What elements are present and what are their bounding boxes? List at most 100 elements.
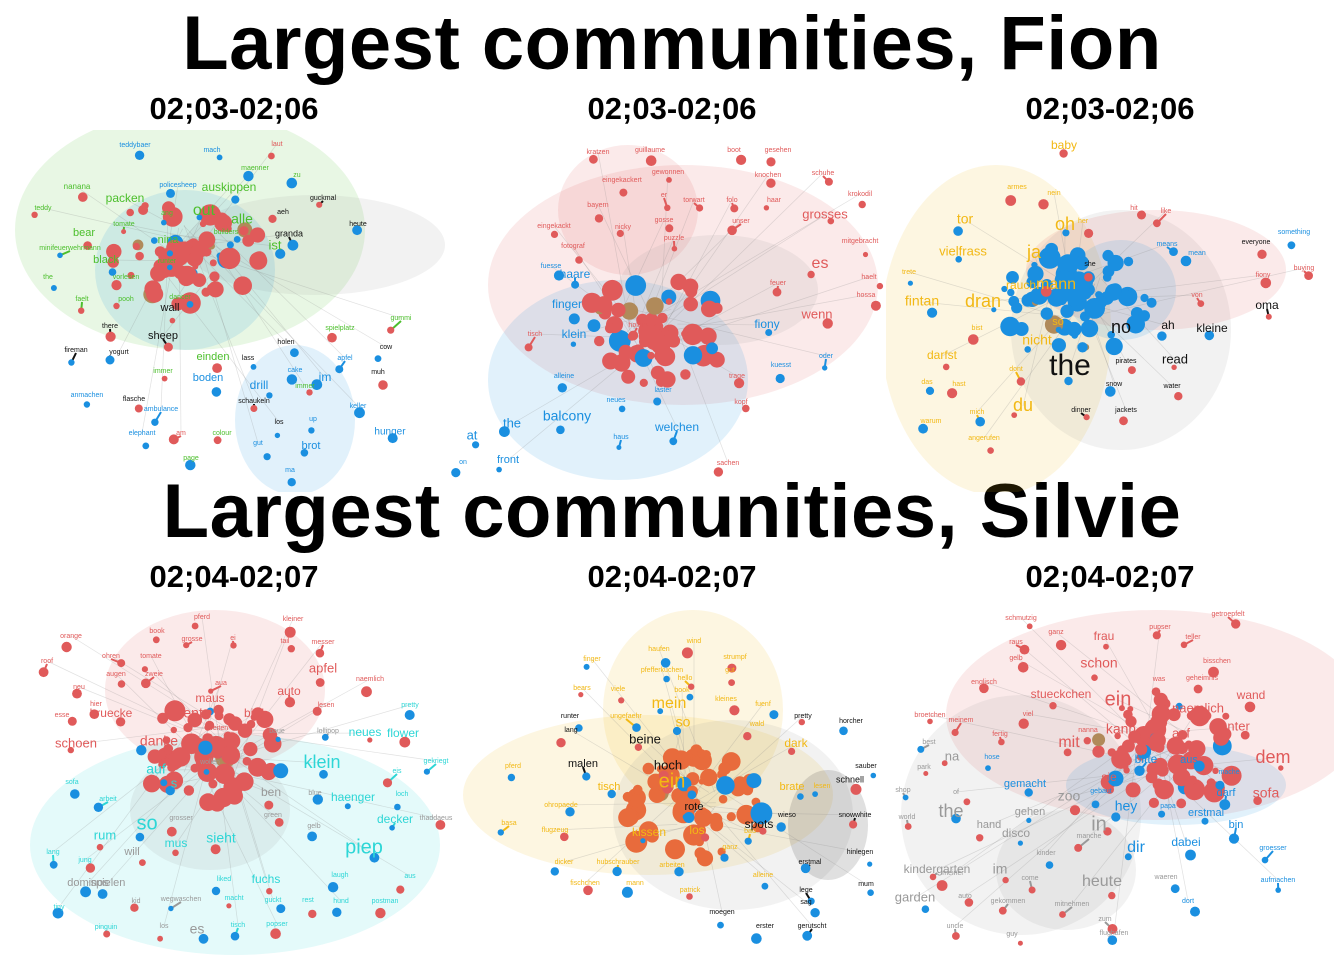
- node: [198, 231, 216, 249]
- node: [618, 405, 626, 413]
- node: [1166, 736, 1185, 755]
- node-label: rum: [94, 827, 116, 842]
- node: [656, 765, 664, 773]
- edge: [713, 786, 867, 885]
- node-label: read: [1162, 351, 1188, 366]
- node: [604, 323, 616, 334]
- node: [134, 404, 143, 413]
- node: [736, 154, 747, 165]
- node-label: her: [1078, 218, 1089, 225]
- labels: guillaume boot gesehen kratzen gewonnen knoch…: [459, 147, 878, 467]
- node-label: hinlegen: [847, 849, 874, 856]
- node: [1278, 765, 1284, 771]
- node-label: pooh: [118, 296, 134, 303]
- node-label: thaddaeus: [420, 815, 453, 822]
- node: [812, 791, 818, 797]
- node-label: postman: [372, 898, 399, 905]
- node: [369, 852, 380, 863]
- node-label: moegen: [709, 909, 734, 916]
- node-label: neu: [73, 684, 85, 691]
- node: [942, 363, 950, 371]
- node-label: out: [193, 202, 216, 219]
- node: [1167, 708, 1181, 722]
- node: [158, 760, 167, 769]
- edge: [693, 811, 856, 816]
- node-label: schmutzig: [1005, 615, 1037, 622]
- edge: [189, 725, 437, 762]
- node: [451, 468, 461, 478]
- node-label: haus: [613, 434, 629, 441]
- node: [162, 736, 171, 744]
- node: [602, 352, 620, 370]
- node-label: schnell: [836, 774, 864, 784]
- node-label: hubschrauber: [597, 859, 640, 866]
- node: [876, 282, 884, 290]
- node: [499, 426, 510, 437]
- node: [89, 709, 100, 719]
- node: [661, 289, 677, 305]
- node-label: dinner: [1071, 407, 1091, 414]
- node: [1138, 310, 1150, 322]
- node: [183, 785, 195, 796]
- node-label: laster: [654, 387, 672, 394]
- node: [594, 335, 605, 347]
- node: [1059, 149, 1068, 158]
- node: [1074, 843, 1083, 852]
- edge: [183, 726, 278, 732]
- node-label: patrick: [680, 887, 701, 894]
- edge: [983, 681, 1142, 735]
- node-label: dominos: [67, 877, 109, 889]
- node: [904, 823, 912, 830]
- node: [568, 313, 580, 325]
- node-label: gerutscht: [798, 923, 827, 930]
- node-label: nein: [1047, 190, 1060, 197]
- network-panel-fion-1: 02;03-02;06 teddybaer mach laut maenner zu po…: [10, 92, 458, 492]
- node: [276, 904, 286, 914]
- node: [657, 708, 664, 715]
- node: [1260, 277, 1272, 289]
- node: [582, 772, 591, 781]
- node: [273, 763, 289, 779]
- node-label: grosse: [181, 636, 202, 643]
- node: [186, 301, 194, 308]
- node-label: klein: [562, 327, 587, 341]
- node-label: orange: [60, 633, 82, 640]
- node-label: bayern: [587, 202, 609, 209]
- node: [311, 379, 323, 390]
- node-label: spielen: [91, 877, 126, 889]
- node: [70, 789, 80, 799]
- node: [634, 743, 643, 751]
- edge: [640, 294, 867, 337]
- node-label: brate: [779, 781, 804, 793]
- node: [717, 921, 724, 929]
- node-label: lesen: [814, 783, 831, 790]
- node-label: wald: [749, 721, 765, 728]
- node-label: like: [1161, 208, 1172, 215]
- node: [1018, 718, 1029, 729]
- node-label: du: [1013, 395, 1033, 415]
- node: [1170, 884, 1180, 894]
- node-label: aus: [1180, 754, 1198, 766]
- node: [191, 622, 199, 630]
- edge: [201, 616, 222, 758]
- node: [618, 808, 638, 828]
- node: [810, 908, 820, 918]
- node: [1105, 785, 1114, 794]
- node: [699, 327, 717, 345]
- node: [374, 355, 382, 362]
- node-label: lang: [46, 849, 59, 856]
- node: [677, 776, 692, 792]
- node-label: fuenf: [755, 701, 771, 708]
- node: [800, 863, 811, 874]
- panel-title: 02;03-02;06: [587, 92, 757, 126]
- node: [985, 765, 991, 771]
- edge: [622, 226, 636, 311]
- node-label: mache: [1218, 769, 1239, 776]
- node: [788, 747, 796, 755]
- node-label: pupser: [1149, 624, 1171, 631]
- node: [121, 229, 127, 235]
- node: [963, 798, 971, 806]
- node-label: auf: [1172, 725, 1190, 740]
- node: [686, 693, 694, 701]
- node: [226, 903, 232, 909]
